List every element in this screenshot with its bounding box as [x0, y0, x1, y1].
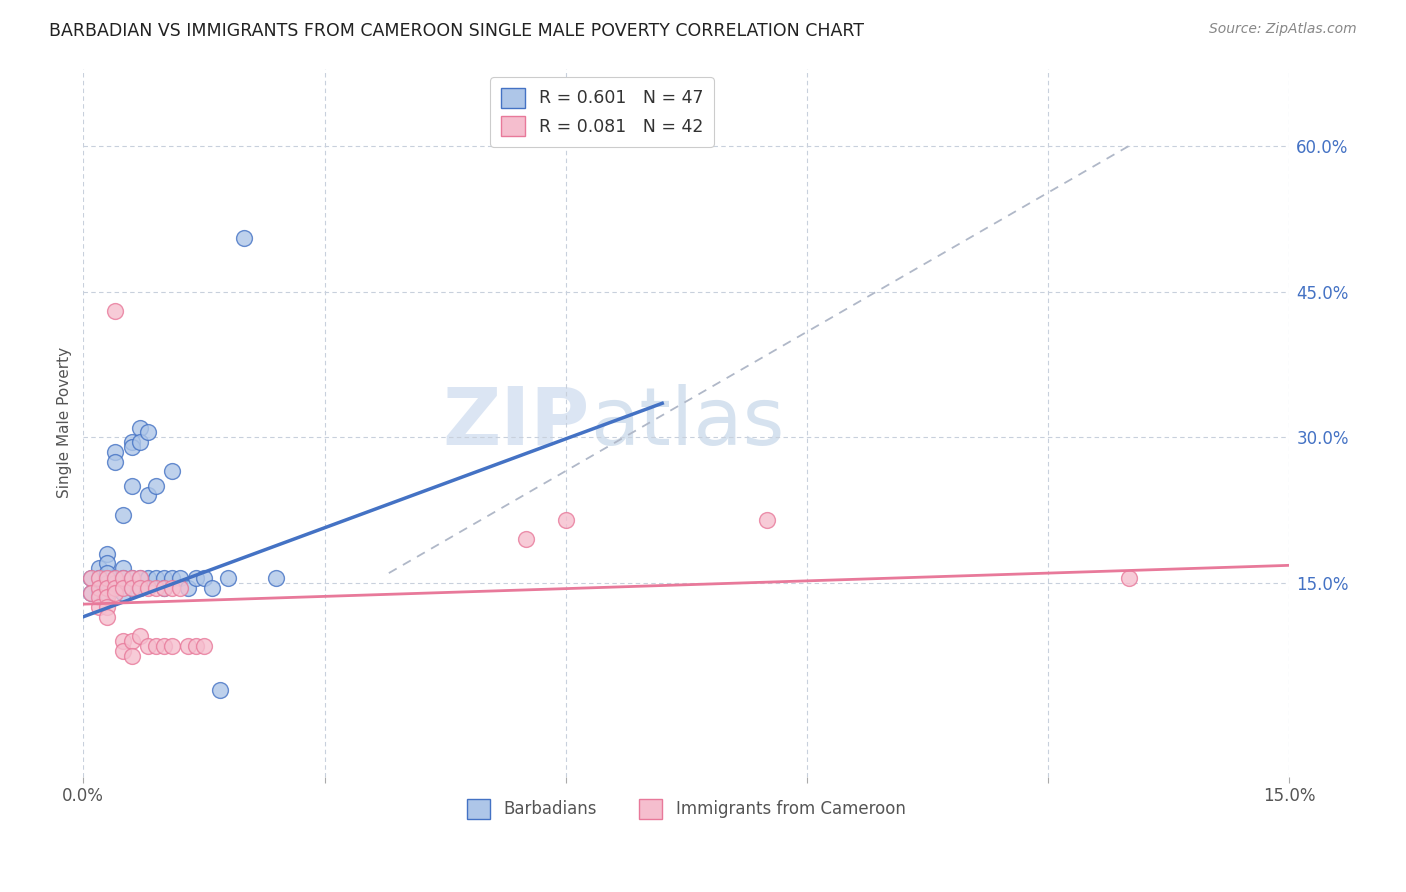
Point [96, 600, 118, 615]
Point [96, 581, 118, 595]
Point [96, 591, 118, 605]
Point [554, 513, 576, 527]
Point [89, 581, 111, 595]
Point [104, 585, 127, 599]
Point [193, 571, 215, 585]
Point [169, 581, 191, 595]
Point [104, 454, 127, 468]
Point [112, 508, 135, 522]
Text: BARBADIAN VS IMMIGRANTS FROM CAMEROON SINGLE MALE POVERTY CORRELATION CHART: BARBADIAN VS IMMIGRANTS FROM CAMEROON SI… [49, 22, 865, 40]
Point [89, 585, 111, 599]
Point [160, 639, 183, 653]
Point [152, 581, 174, 595]
Point [80, 571, 103, 585]
Point [104, 445, 127, 459]
Point [177, 581, 200, 595]
Point [89, 561, 111, 575]
Point [145, 581, 167, 595]
Point [184, 639, 207, 653]
Point [145, 571, 167, 585]
Point [89, 591, 111, 605]
Point [121, 435, 143, 450]
Point [112, 644, 135, 658]
Point [136, 488, 159, 502]
Point [96, 566, 118, 580]
Point [264, 571, 287, 585]
Legend: Barbadians, Immigrants from Cameroon: Barbadians, Immigrants from Cameroon [461, 793, 912, 825]
Point [96, 585, 118, 599]
Point [121, 581, 143, 595]
Text: ZIP: ZIP [443, 384, 591, 462]
Point [112, 585, 135, 599]
Point [160, 581, 183, 595]
Point [96, 557, 118, 571]
Point [89, 571, 111, 585]
Point [121, 634, 143, 648]
Point [89, 600, 111, 615]
Point [104, 571, 127, 585]
Point [96, 547, 118, 561]
Point [217, 571, 239, 585]
Point [208, 682, 231, 697]
Point [233, 231, 256, 245]
Point [136, 425, 159, 440]
Point [184, 571, 207, 585]
Point [128, 435, 150, 450]
Point [80, 585, 103, 599]
Text: Source: ZipAtlas.com: Source: ZipAtlas.com [1209, 22, 1357, 37]
Point [128, 581, 150, 595]
Point [128, 629, 150, 643]
Point [515, 532, 537, 546]
Point [96, 575, 118, 590]
Point [112, 571, 135, 585]
Point [104, 575, 127, 590]
Point [128, 571, 150, 585]
Point [169, 571, 191, 585]
Point [136, 639, 159, 653]
Point [112, 581, 135, 595]
Point [128, 571, 150, 585]
Text: atlas: atlas [591, 384, 785, 462]
Point [193, 639, 215, 653]
Point [128, 420, 150, 434]
Y-axis label: Single Male Poverty: Single Male Poverty [58, 347, 72, 499]
Point [160, 464, 183, 478]
Point [112, 561, 135, 575]
Point [96, 609, 118, 624]
Point [136, 581, 159, 595]
Point [136, 571, 159, 585]
Point [121, 571, 143, 585]
Point [121, 479, 143, 493]
Point [152, 639, 174, 653]
Point [755, 513, 778, 527]
Point [112, 571, 135, 585]
Point [152, 571, 174, 585]
Point [121, 440, 143, 454]
Point [89, 571, 111, 585]
Point [96, 571, 118, 585]
Point [1118, 571, 1140, 585]
Point [112, 634, 135, 648]
Point [121, 648, 143, 663]
Point [128, 581, 150, 595]
Point [104, 304, 127, 318]
Point [96, 581, 118, 595]
Point [80, 585, 103, 599]
Point [201, 581, 224, 595]
Point [80, 571, 103, 585]
Point [145, 479, 167, 493]
Point [177, 639, 200, 653]
Point [89, 581, 111, 595]
Point [145, 639, 167, 653]
Point [121, 571, 143, 585]
Point [121, 581, 143, 595]
Point [104, 571, 127, 585]
Point [160, 571, 183, 585]
Point [152, 581, 174, 595]
Point [104, 581, 127, 595]
